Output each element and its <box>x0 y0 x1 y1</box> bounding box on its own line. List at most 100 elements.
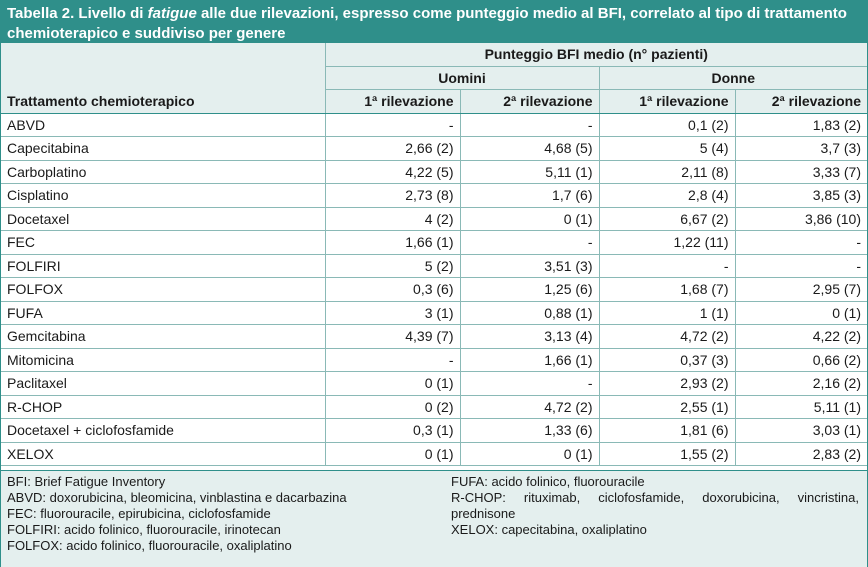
caption-label: Tabella 2. <box>7 5 75 22</box>
caption-text-b: alle due rilevazioni, espresso come punt… <box>7 5 847 42</box>
table-row: ABVD - -0,1 (2) 1,83 (2) <box>1 113 867 137</box>
table-row: FOLFOX 0,3 (6) 1,25 (6) 1,68 (7) 2,95 (7) <box>1 277 867 302</box>
notes-left-column: BFI: Brief Fatigue Inventory ABVD: doxoru… <box>7 474 437 554</box>
note-item: ABVD: doxorubicina, bleomicina, vinblast… <box>7 490 347 505</box>
table-row: FEC 1,66 (1) -1,22 (11) - <box>1 230 867 255</box>
value-cell: 1,83 (2) <box>734 113 867 137</box>
value-cell: - <box>324 113 460 137</box>
treatment-cell: ABVD <box>1 113 325 137</box>
value-cell: 1,66 (1) <box>459 348 599 372</box>
value-cell: 2,55 (1) <box>598 395 735 419</box>
table-row: Carboplatino 4,22 (5) 5,11 (1) 2,11 (8) 3,33… <box>1 160 867 184</box>
value-cell: 4,22 (2) <box>734 324 867 349</box>
value-cell: - <box>734 230 867 255</box>
value-cell: 2,83 (2) <box>734 442 867 466</box>
value-cell: 0,88 (1) <box>459 301 599 325</box>
table-header: Punteggio BFI medio (n° pazienti) Uomini… <box>1 43 867 114</box>
table-row: Cisplatino 2,73 (8) 1,7 (6) 2,8 (4) 3,85 (3) <box>1 183 867 208</box>
value-cell: 3,7 (3) <box>734 136 867 161</box>
value-cell: 0,3 (6) <box>324 277 460 302</box>
treatment-cell: Carboplatino <box>1 160 325 184</box>
header-men-first: 1ª rilevazione <box>324 89 460 114</box>
value-cell: 3,03 (1) <box>734 418 867 443</box>
value-cell: 0 (1) <box>459 207 599 231</box>
value-cell: 1 (1) <box>598 301 735 325</box>
value-cell: - <box>459 371 599 396</box>
value-cell: 1,68 (7) <box>598 277 735 302</box>
value-cell: 4,72 (2) <box>598 324 735 349</box>
value-cell: 0,37 (3) <box>598 348 735 372</box>
table-notes: BFI: Brief Fatigue Inventory ABVD: doxoru… <box>1 470 867 567</box>
value-cell: 0 (2) <box>324 395 460 419</box>
treatment-cell: FOLFOX <box>1 277 325 302</box>
value-cell: 0,1 (2) <box>598 113 735 137</box>
treatment-cell: Gemcitabina <box>1 324 325 349</box>
note-item: FEC: fluorouracile, epirubicina, ciclofo… <box>7 506 271 521</box>
header-men-second: 2ª rilevazione <box>459 89 599 114</box>
note-item: XELOX: capecitabina, oxaliplatino <box>451 522 647 537</box>
table-row: Capecitabina 2,66 (2) 4,68 (5) 5 (4) 3,7 (3) <box>1 136 867 161</box>
header-row-gender: Uomini Donne <box>1 66 867 90</box>
table-row: Paclitaxel 0 (1) -2,93 (2) 2,16 (2) <box>1 371 867 396</box>
value-cell: 1,25 (6) <box>459 277 599 302</box>
value-cell: 1,7 (6) <box>459 183 599 208</box>
value-cell: - <box>598 254 735 278</box>
note-item: R-CHOP: rituximab, ciclofosfamide, doxor… <box>451 490 859 521</box>
value-cell: 3,33 (7) <box>734 160 867 184</box>
treatment-cell: FOLFIRI <box>1 254 325 278</box>
value-cell: 1,66 (1) <box>324 230 460 255</box>
caption-text-a: Livello di <box>74 5 148 22</box>
value-cell: 1,55 (2) <box>598 442 735 466</box>
table-row: XELOX 0 (1) 0 (1) 1,55 (2) 2,83 (2) <box>1 442 867 466</box>
value-cell: 4,72 (2) <box>459 395 599 419</box>
value-cell: 4,68 (5) <box>459 136 599 161</box>
table-row: Mitomicina -1,66 (1) 0,37 (3) 0,66 (2) <box>1 348 867 372</box>
table-body: ABVD - -0,1 (2) 1,83 (2) Capecitabina 2,66 (2… <box>1 113 867 466</box>
value-cell: - <box>459 113 599 137</box>
treatment-cell: FEC <box>1 230 325 255</box>
value-cell: 5 (2) <box>324 254 460 278</box>
table-row: FUFA 3 (1) 0,88 (1) 1 (1) 0 (1) <box>1 301 867 325</box>
treatment-cell: FUFA <box>1 301 325 325</box>
value-cell: - <box>459 230 599 255</box>
value-cell: 3,86 (10) <box>734 207 867 231</box>
value-cell: 1,22 (11) <box>598 230 735 255</box>
value-cell: - <box>734 254 867 278</box>
value-cell: 2,16 (2) <box>734 371 867 396</box>
header-row-group: Punteggio BFI medio (n° pazienti) <box>1 43 867 67</box>
value-cell: 2,66 (2) <box>324 136 460 161</box>
value-cell: 0 (1) <box>324 442 460 466</box>
data-table: Punteggio BFI medio (n° pazienti) Uomini… <box>1 43 867 466</box>
header-treatment: Trattamento chemioterapico <box>1 89 325 114</box>
treatment-cell: R-CHOP <box>1 395 325 419</box>
notes-right-column: FUFA: acido folinico, fluorouracile R-CHO… <box>451 474 859 538</box>
caption-italic: fatigue <box>147 5 197 22</box>
header-group-label: Punteggio BFI medio (n° pazienti) <box>324 43 867 67</box>
treatment-cell: XELOX <box>1 442 325 466</box>
value-cell: 4,22 (5) <box>324 160 460 184</box>
header-men: Uomini <box>324 66 599 90</box>
value-cell: 3,51 (3) <box>459 254 599 278</box>
value-cell: 2,73 (8) <box>324 183 460 208</box>
value-cell: 1,81 (6) <box>598 418 735 443</box>
value-cell: 5 (4) <box>598 136 735 161</box>
value-cell: 2,8 (4) <box>598 183 735 208</box>
value-cell: 5,11 (1) <box>459 160 599 184</box>
header-row-columns: Trattamento chemioterapico 1ª rilevazion… <box>1 89 867 114</box>
note-item: FOLFIRI: acido folinico, fluorouracile, … <box>7 522 281 537</box>
header-women-first: 1ª rilevazione <box>598 89 735 114</box>
table-row: Gemcitabina 4,39 (7) 3,13 (4) 4,72 (2) 4,22 … <box>1 324 867 349</box>
value-cell: 4 (2) <box>324 207 460 231</box>
treatment-cell: Mitomicina <box>1 348 325 372</box>
header-women-second: 2ª rilevazione <box>734 89 867 114</box>
treatment-cell: Docetaxel <box>1 207 325 231</box>
value-cell: 0,3 (1) <box>324 418 460 443</box>
value-cell: 0 (1) <box>459 442 599 466</box>
note-item: FUFA: acido folinico, fluorouracile <box>451 474 645 489</box>
value-cell: 0,66 (2) <box>734 348 867 372</box>
value-cell: 0 (1) <box>324 371 460 396</box>
value-cell: 1,33 (6) <box>459 418 599 443</box>
table-caption: Tabella 2. Livello di fatigue alle due r… <box>1 1 867 43</box>
treatment-cell: Capecitabina <box>1 136 325 161</box>
